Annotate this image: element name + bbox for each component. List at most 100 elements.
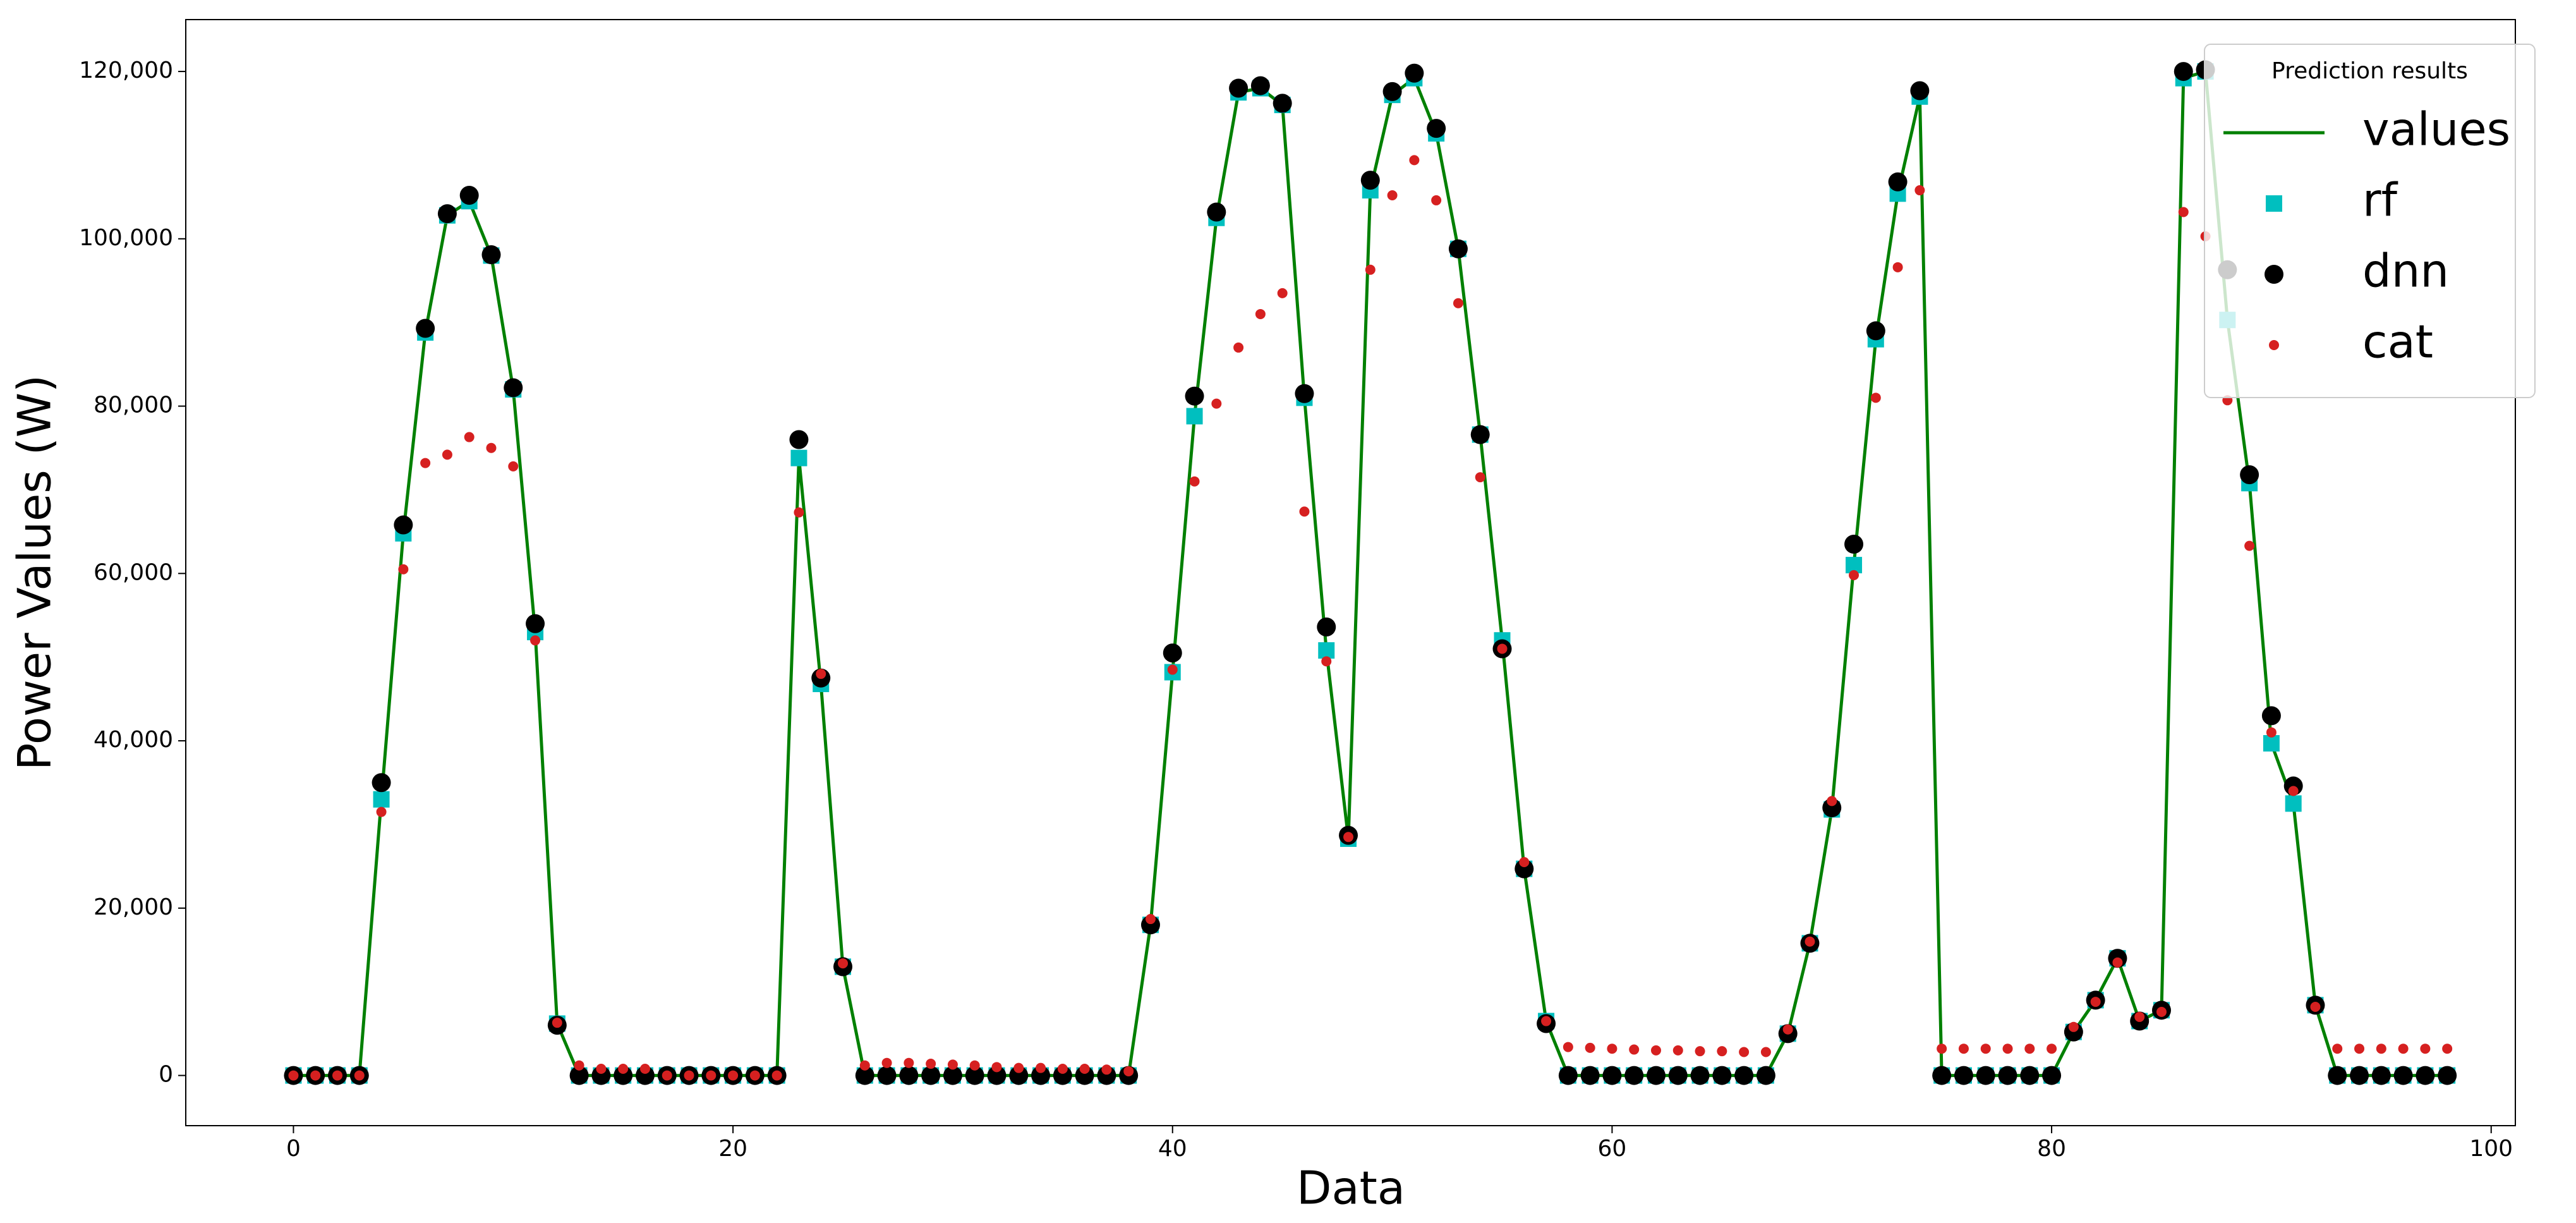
point bbox=[332, 1070, 343, 1081]
point bbox=[794, 507, 804, 518]
point bbox=[2398, 1044, 2409, 1054]
point bbox=[1295, 384, 1314, 403]
point bbox=[1866, 321, 1885, 341]
point bbox=[437, 204, 457, 224]
point bbox=[1387, 190, 1398, 200]
x-tick-label: 20 bbox=[718, 1136, 747, 1162]
point bbox=[2024, 1044, 2035, 1054]
point bbox=[1405, 63, 1424, 83]
point bbox=[2354, 1044, 2365, 1054]
point bbox=[614, 1066, 633, 1085]
point bbox=[459, 185, 479, 205]
point bbox=[2420, 1044, 2431, 1054]
point bbox=[1734, 1066, 1754, 1085]
point bbox=[1075, 1066, 1094, 1085]
point bbox=[1910, 81, 1930, 100]
point bbox=[1580, 1066, 1600, 1085]
point bbox=[1646, 1066, 1666, 1085]
point bbox=[2288, 786, 2299, 796]
x-tick-label: 100 bbox=[2469, 1136, 2513, 1162]
point bbox=[373, 791, 390, 808]
point bbox=[921, 1066, 941, 1085]
point bbox=[1563, 1042, 1573, 1052]
point bbox=[2002, 1044, 2013, 1054]
point bbox=[1343, 832, 1354, 843]
point bbox=[1892, 262, 1903, 272]
point bbox=[1321, 656, 1332, 667]
y-tick-label: 40,000 bbox=[94, 727, 173, 753]
point bbox=[2376, 1044, 2386, 1054]
point bbox=[508, 461, 519, 472]
x-tick-label: 40 bbox=[1158, 1136, 1187, 1162]
point bbox=[1497, 643, 1508, 654]
point bbox=[1207, 202, 1226, 222]
point bbox=[618, 1063, 629, 1074]
point bbox=[394, 515, 413, 535]
point bbox=[1250, 76, 1270, 95]
point bbox=[855, 1066, 874, 1085]
point bbox=[1585, 1042, 1595, 1053]
point bbox=[2350, 1066, 2369, 1085]
point bbox=[464, 432, 475, 442]
point bbox=[596, 1063, 607, 1074]
point bbox=[2261, 706, 2281, 726]
point bbox=[1519, 857, 1530, 868]
point bbox=[1382, 82, 1402, 101]
point bbox=[2178, 207, 2189, 217]
point bbox=[2174, 62, 2193, 82]
point bbox=[398, 564, 409, 575]
point bbox=[2134, 1011, 2145, 1022]
point bbox=[1672, 1045, 1683, 1056]
point bbox=[376, 806, 387, 817]
point bbox=[1624, 1066, 1644, 1085]
point bbox=[1870, 392, 1881, 403]
point bbox=[2266, 727, 2277, 738]
point bbox=[530, 635, 541, 646]
point bbox=[1053, 1066, 1072, 1085]
point bbox=[2442, 1044, 2453, 1054]
point bbox=[2047, 1044, 2057, 1054]
point bbox=[574, 1060, 584, 1071]
point bbox=[416, 319, 435, 338]
point bbox=[1229, 78, 1249, 98]
point bbox=[1079, 1063, 1090, 1074]
point bbox=[790, 449, 807, 466]
point bbox=[1185, 386, 1204, 406]
y-tick-label: 100,000 bbox=[79, 225, 173, 251]
point bbox=[442, 449, 452, 460]
point bbox=[2438, 1066, 2457, 1085]
point bbox=[1602, 1066, 1622, 1085]
point bbox=[1277, 288, 1288, 298]
point bbox=[481, 245, 501, 264]
point bbox=[926, 1059, 936, 1069]
point bbox=[1431, 195, 1442, 205]
point bbox=[789, 430, 809, 449]
point bbox=[749, 1070, 760, 1081]
point bbox=[1453, 298, 1463, 308]
point bbox=[1668, 1066, 1688, 1085]
point bbox=[838, 958, 849, 969]
point bbox=[947, 1059, 958, 1070]
y-tick-label: 120,000 bbox=[79, 58, 173, 83]
point bbox=[1031, 1066, 1051, 1085]
point bbox=[1558, 1066, 1578, 1085]
point bbox=[662, 1070, 672, 1081]
point bbox=[899, 1066, 919, 1085]
point bbox=[2285, 795, 2302, 812]
point bbox=[1211, 398, 1222, 409]
point bbox=[1009, 1066, 1029, 1085]
point bbox=[1607, 1044, 1618, 1054]
point bbox=[728, 1070, 739, 1081]
point bbox=[1233, 342, 1244, 353]
point bbox=[526, 614, 545, 633]
point bbox=[1998, 1066, 2017, 1085]
point bbox=[2156, 1006, 2167, 1017]
legend-title: Prediction results bbox=[2271, 58, 2468, 84]
point bbox=[1980, 1044, 1991, 1054]
point bbox=[1756, 1066, 1775, 1085]
point bbox=[1365, 264, 1376, 275]
point bbox=[569, 1066, 589, 1085]
point bbox=[1101, 1064, 1112, 1075]
